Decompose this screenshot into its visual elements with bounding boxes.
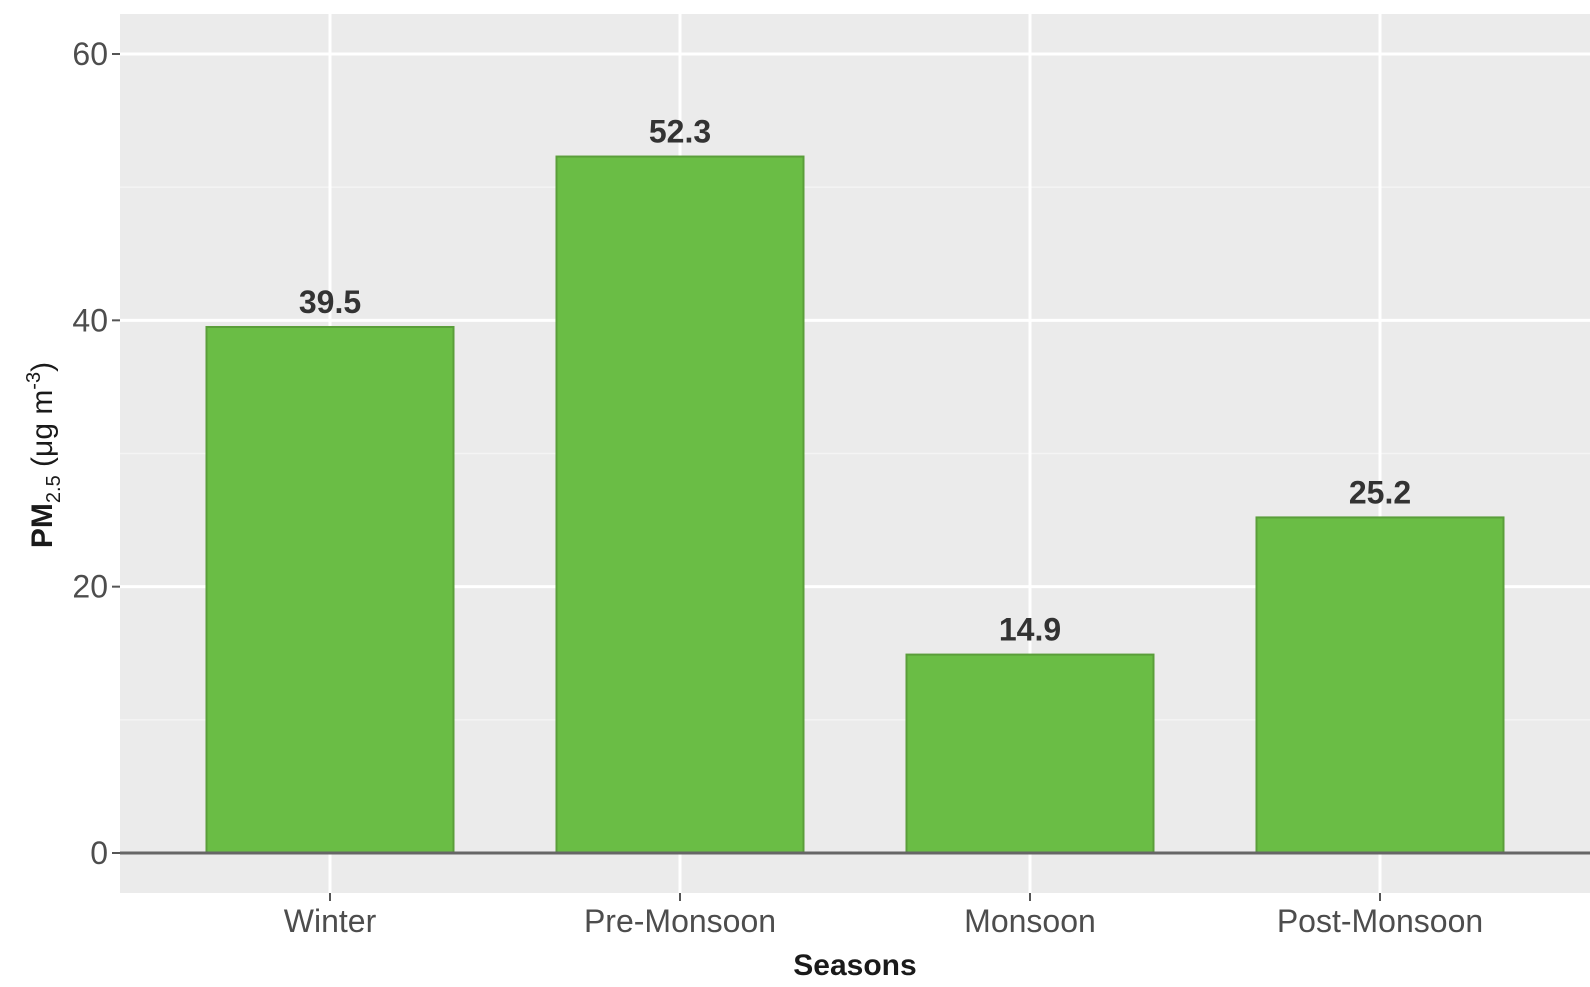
data-label: 39.5: [299, 284, 361, 320]
y-tick-label: 0: [90, 835, 108, 871]
y-axis-title-unit-open: (μg m: [26, 390, 59, 476]
y-axis-title-subscript: 2.5: [43, 475, 65, 503]
data-label: 25.2: [1349, 474, 1411, 510]
bar-pre-monsoon: [555, 155, 805, 854]
x-tick-label: Winter: [284, 903, 377, 939]
bar-post-monsoon: [1255, 516, 1505, 854]
x-axis-title: Seasons: [793, 949, 916, 982]
data-labels: 39.5 52.3 14.9 25.2: [299, 114, 1411, 648]
x-tick-label: Post-Monsoon: [1277, 903, 1483, 939]
bar-monsoon: [905, 653, 1155, 854]
x-axis-ticks: Winter Pre-Monsoon Monsoon Post-Monsoon: [284, 893, 1483, 939]
bar-winter: [205, 325, 455, 855]
y-axis-title-main: PM: [26, 503, 59, 548]
data-label: 14.9: [999, 612, 1061, 648]
bars: [205, 155, 1505, 855]
y-axis-title: PM2.5 (μg m-3): [23, 362, 65, 548]
y-tick-label: 60: [72, 36, 108, 72]
y-axis-ticks: 0 20 40 60: [72, 36, 120, 871]
y-tick-label: 40: [72, 302, 108, 338]
x-tick-label: Pre-Monsoon: [584, 903, 776, 939]
y-tick-label: 20: [72, 569, 108, 605]
data-label: 52.3: [649, 114, 711, 150]
x-tick-label: Monsoon: [964, 903, 1096, 939]
y-axis-title-unit-close: ): [26, 362, 59, 372]
y-axis-title-superscript: -3: [23, 372, 45, 390]
